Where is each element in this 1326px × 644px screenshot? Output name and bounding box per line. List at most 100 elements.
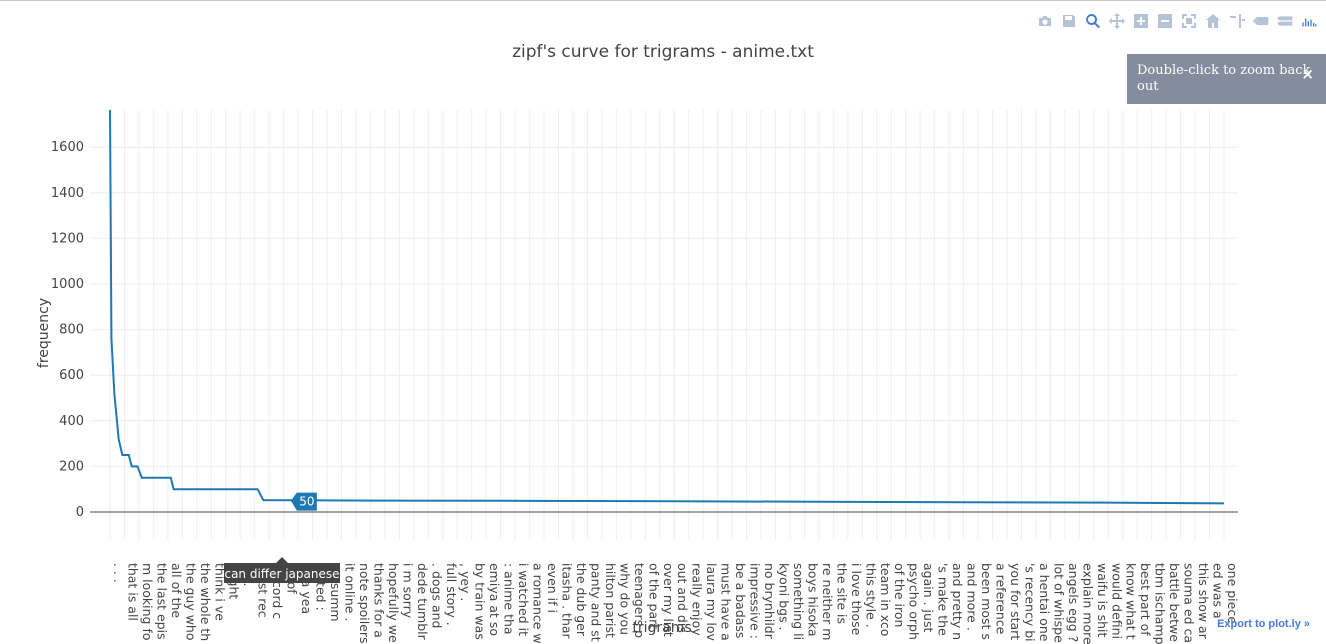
y-tick-label: 400 <box>59 414 84 429</box>
chart-title: zipf's curve for trigrams - anime.txt <box>512 42 814 62</box>
x-tick-label: why do you <box>617 563 632 635</box>
x-tick-label: really enjoy <box>690 563 705 636</box>
x-tick-label: 's make the <box>936 563 951 636</box>
hover-value-box <box>290 492 317 511</box>
zoom-in-icon[interactable] <box>1132 12 1150 30</box>
x-tick-label: no brynhildr <box>762 563 777 640</box>
zoom-icon[interactable] <box>1084 12 1102 30</box>
x-tick-label: again . just <box>921 563 936 632</box>
series-line[interactable] <box>109 109 1225 505</box>
x-tick-label: souma ed ca <box>1182 563 1197 643</box>
x-tick-label: impressive : <box>748 563 763 639</box>
x-tick-label: . . . <box>111 563 126 583</box>
export-link[interactable]: Export to plot.ly » <box>1217 618 1310 630</box>
x-tick-label: battle betwe <box>1167 563 1182 642</box>
x-tick-label: ed was a <box>1211 563 1226 619</box>
axes: 0 200 400 600 800 1000 1200 1400 1600 . . . that i… <box>36 140 1240 644</box>
x-tick-label: . dogs and <box>429 563 444 628</box>
x-tick-label: by train was <box>473 563 488 640</box>
x-tick-label: the whole th <box>198 563 213 641</box>
top-border <box>0 0 1326 1</box>
y-tick-label: 1000 <box>51 277 84 292</box>
hover-layer: 50 can differ japanese <box>224 492 340 583</box>
x-tick-label: must have a <box>719 563 734 641</box>
x-tick-label: something li <box>791 563 806 640</box>
x-tick-label: dede tumblr <box>415 563 430 641</box>
y-tick-label: 600 <box>59 368 84 383</box>
x-tick-label: m looking fo <box>140 563 155 641</box>
x-tick-label: of the iron <box>892 563 907 627</box>
x-tick-label: the site is <box>834 563 849 624</box>
x-tick-label: , yey . <box>458 563 473 601</box>
y-tick-label: 800 <box>59 323 84 338</box>
x-tick-label: laura my lov <box>704 563 719 641</box>
spike-lines-icon[interactable] <box>1228 12 1246 30</box>
x-tick-label: a reference <box>994 563 1009 635</box>
hover-value-text: 50 <box>299 495 314 509</box>
x-tick-label: tbm ischamp <box>1153 563 1168 644</box>
x-tick-label: all of the <box>169 563 184 618</box>
x-tick-label: teenagers p <box>632 563 647 638</box>
x-tick-label: panty and st <box>588 563 603 642</box>
x-tick-label: that is all <box>125 563 140 621</box>
x-tick-label: re neither m <box>820 563 835 640</box>
x-tick-label: hopefully we <box>386 563 401 643</box>
x-tick-label: i m sorry <box>400 563 415 619</box>
x-tick-label: out and dis <box>675 563 690 633</box>
x-tick-label: you for start <box>1008 563 1023 640</box>
zoom-notifier: Double-click to zoom back out × <box>1127 54 1326 104</box>
modebar <box>1036 12 1318 30</box>
x-tick-label: a romance w <box>531 563 546 644</box>
x-tick-label: i love those <box>849 563 864 636</box>
x-tick-label: : anime tha <box>502 563 517 635</box>
x-tick-label: this style . <box>863 563 878 628</box>
hover-closest-icon[interactable] <box>1252 12 1270 30</box>
x-tick-label: itasha . thar <box>559 563 574 640</box>
zoom-out-icon[interactable] <box>1156 12 1174 30</box>
save-icon[interactable] <box>1060 12 1078 30</box>
x-tick-label: this show ar <box>1196 563 1211 640</box>
x-tick-label: think i ve <box>212 563 227 621</box>
reset-axes-icon[interactable] <box>1204 12 1222 30</box>
x-tick-label: be a badass <box>733 563 748 638</box>
x-tick-label: i watched it <box>516 563 531 636</box>
x-tick-label: psycho orph <box>907 563 922 640</box>
x-tick-label: hilton parist <box>603 563 618 638</box>
hover-axis-label-box <box>224 557 340 583</box>
x-tick-label: boys hisoka <box>805 563 820 637</box>
x-tick-label: explain more <box>1080 563 1095 644</box>
x-tick-label: would defini <box>1109 563 1124 639</box>
x-tick-label: one piece <box>1225 563 1240 624</box>
x-tick-label: full story . <box>444 563 459 626</box>
gridlines <box>90 110 1238 540</box>
y-tick-label: 1200 <box>51 231 84 246</box>
x-tick-label: best part of <box>1138 563 1153 636</box>
notifier-text: Double-click to zoom back out <box>1137 63 1311 94</box>
x-tick-label: been most s <box>979 563 994 640</box>
x-tick-label: of the part <box>646 563 661 629</box>
data-series <box>109 109 1225 505</box>
camera-icon[interactable] <box>1036 12 1054 30</box>
x-tick-label: and pretty n <box>950 563 965 640</box>
autoscale-icon[interactable] <box>1180 12 1198 30</box>
x-tick-label: it online . <box>342 563 357 621</box>
hover-compare-icon[interactable] <box>1276 12 1294 30</box>
x-tick-label: even if i <box>545 563 560 613</box>
x-tick-label: 's recency bi <box>1022 563 1037 642</box>
x-tick-label: a hentai one <box>1037 563 1052 642</box>
close-icon[interactable]: × <box>1301 65 1314 83</box>
x-tick-label: over my list <box>661 563 676 637</box>
pan-icon[interactable] <box>1108 12 1126 30</box>
x-axis-title: trigrams <box>632 620 691 636</box>
x-tick-label: emiya at so <box>487 563 502 636</box>
y-tick-label: 1400 <box>51 186 84 201</box>
hover-axis-label-text: can differ japanese <box>224 567 339 581</box>
plotly-logo-icon[interactable] <box>1300 12 1318 30</box>
x-tick-label: the last epis <box>154 563 169 640</box>
y-tick-label: 200 <box>59 459 84 474</box>
x-tick-label: know what t <box>1124 563 1139 640</box>
x-tick-label: note spoilers <box>357 563 372 644</box>
x-tick-label: and more . <box>965 563 980 631</box>
x-tick-label: the guy who <box>183 563 198 641</box>
